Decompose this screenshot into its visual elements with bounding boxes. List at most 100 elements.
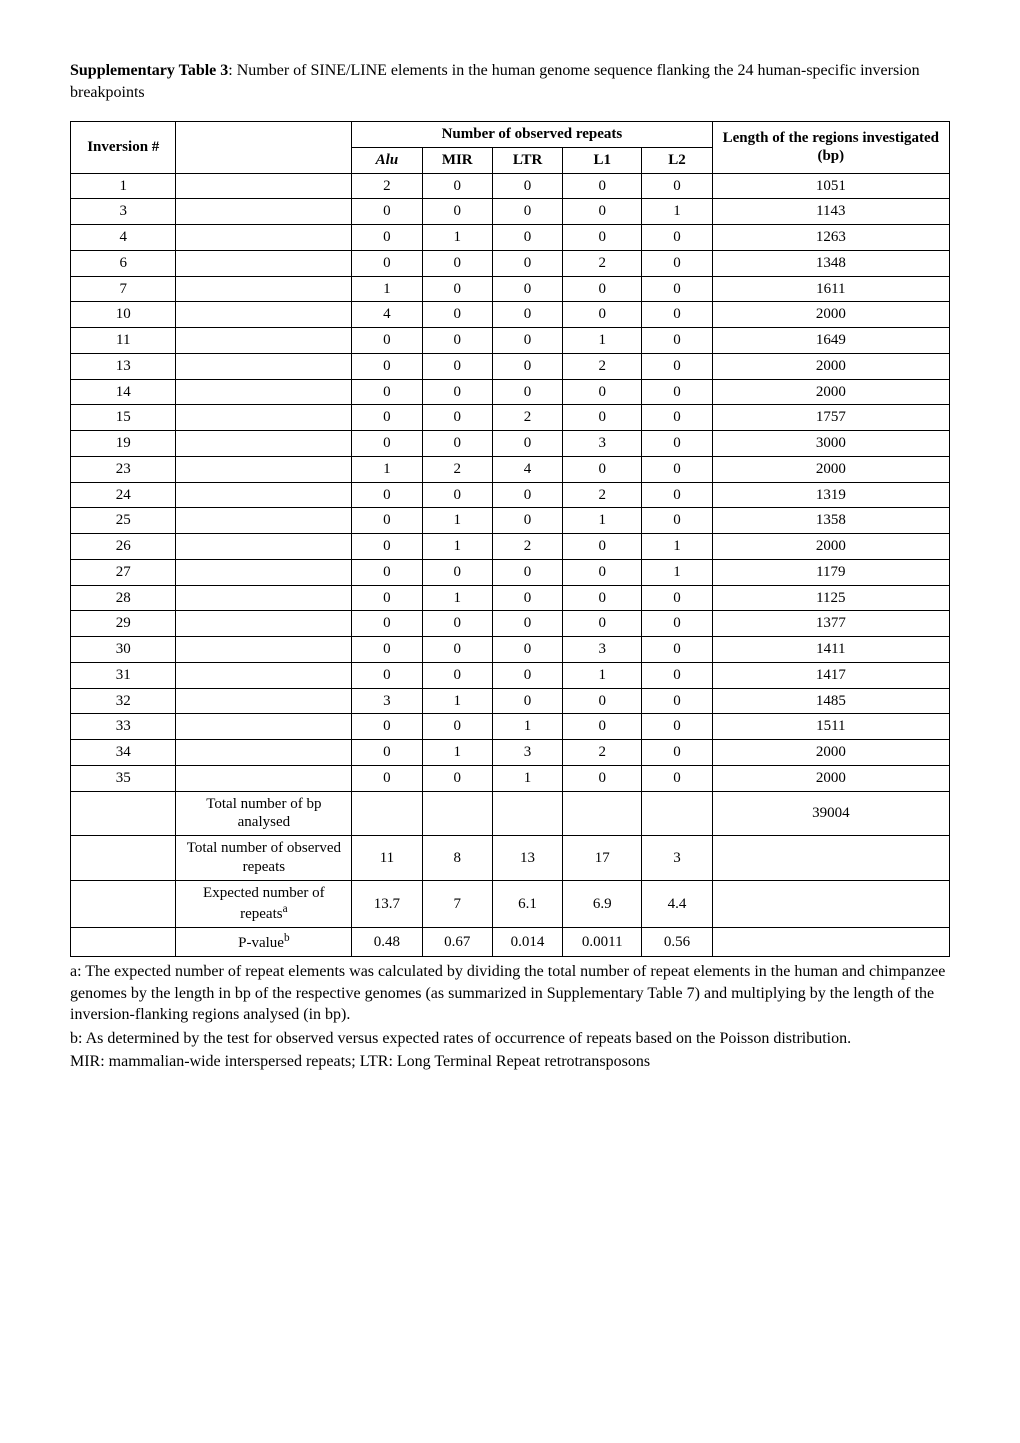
table-cell: Total number of observed repeats	[176, 836, 352, 881]
table-cell: 0	[352, 534, 422, 560]
table-cell: 0	[352, 482, 422, 508]
table-cell	[71, 836, 176, 881]
table-cell: 3	[352, 688, 422, 714]
table-cell: 0	[642, 431, 712, 457]
table-row: 29000001377	[71, 611, 950, 637]
table-cell: 1	[563, 662, 642, 688]
table-cell	[176, 688, 352, 714]
table-cell	[176, 405, 352, 431]
table-cell: 0	[563, 173, 642, 199]
table-cell: 0	[492, 508, 562, 534]
table-cell: 2	[563, 353, 642, 379]
table-cell: 7	[422, 880, 492, 928]
table-cell	[176, 585, 352, 611]
table-cell: 6	[71, 250, 176, 276]
table-cell: 0	[492, 225, 562, 251]
table-cell: 0	[352, 765, 422, 791]
table-cell: 31	[71, 662, 176, 688]
table-cell	[176, 714, 352, 740]
table-cell: 0	[642, 714, 712, 740]
table-cell: 0	[642, 250, 712, 276]
table-cell	[176, 456, 352, 482]
table-row: 35001002000	[71, 765, 950, 791]
table-cell: 2	[492, 405, 562, 431]
table-cell: 2	[492, 534, 562, 560]
table-cell: 0	[422, 276, 492, 302]
table-cell: 0	[422, 714, 492, 740]
table-cell: 1757	[712, 405, 949, 431]
table-cell: 0	[422, 302, 492, 328]
table-cell	[176, 765, 352, 791]
table-cell: 1263	[712, 225, 949, 251]
table-cell: 0	[642, 740, 712, 766]
data-table: Inversion # Number of observed repeats L…	[70, 121, 950, 957]
table-cell: 39004	[712, 791, 949, 836]
table-cell: 23	[71, 456, 176, 482]
table-cell: 0	[422, 405, 492, 431]
table-cell: 24	[71, 482, 176, 508]
table-cell: 1	[422, 585, 492, 611]
table-cell: 0	[642, 482, 712, 508]
table-cell: 0	[422, 250, 492, 276]
table-cell: 0	[492, 173, 562, 199]
table-row: 15002001757	[71, 405, 950, 431]
table-row: 19000303000	[71, 431, 950, 457]
table-cell: 1411	[712, 637, 949, 663]
table-cell: 2	[563, 482, 642, 508]
table-row: 34013202000	[71, 740, 950, 766]
table-cell: 1	[563, 328, 642, 354]
table-cell	[176, 534, 352, 560]
table-cell: 6.1	[492, 880, 562, 928]
table-cell: 17	[563, 836, 642, 881]
header-l1: L1	[563, 147, 642, 173]
table-cell: 0	[563, 765, 642, 791]
table-cell: 1358	[712, 508, 949, 534]
table-cell: 0	[492, 611, 562, 637]
table-cell: 0	[642, 173, 712, 199]
table-cell: 0	[352, 714, 422, 740]
table-cell: 1511	[712, 714, 949, 740]
table-cell	[176, 559, 352, 585]
table-cell	[71, 880, 176, 928]
table-cell	[712, 928, 949, 957]
table-cell: 1	[352, 276, 422, 302]
table-cell: 2	[352, 173, 422, 199]
table-cell: 0	[642, 456, 712, 482]
header-blank	[176, 122, 352, 174]
table-cell: 0	[492, 662, 562, 688]
table-cell: 0	[642, 662, 712, 688]
table-cell: 0.56	[642, 928, 712, 957]
table-cell: 1	[422, 534, 492, 560]
table-cell: 0	[352, 405, 422, 431]
table-cell: 13	[71, 353, 176, 379]
table-cell	[176, 250, 352, 276]
table-cell: 0	[642, 276, 712, 302]
table-cell: 29	[71, 611, 176, 637]
table-cell: 1	[642, 559, 712, 585]
table-cell: 4	[71, 225, 176, 251]
table-cell	[176, 199, 352, 225]
table-cell: 0	[563, 276, 642, 302]
table-cell: 0	[492, 559, 562, 585]
table-cell: 0	[422, 431, 492, 457]
table-cell: 3	[563, 637, 642, 663]
header-length: Length of the regions investigated (bp)	[712, 122, 949, 174]
table-cell: 3	[492, 740, 562, 766]
table-cell: 27	[71, 559, 176, 585]
table-cell: 2000	[712, 740, 949, 766]
table-cell: 0	[563, 405, 642, 431]
table-cell: 1051	[712, 173, 949, 199]
table-cell: 35	[71, 765, 176, 791]
table-cell: 0	[492, 328, 562, 354]
table-cell: 1	[492, 765, 562, 791]
table-cell: 3	[642, 836, 712, 881]
table-row: 6000201348	[71, 250, 950, 276]
table-cell: P-valueb	[176, 928, 352, 957]
table-cell: 0	[563, 611, 642, 637]
table-cell	[176, 508, 352, 534]
header-repeats-group: Number of observed repeats	[352, 122, 712, 148]
table-cell: 1125	[712, 585, 949, 611]
table-caption: Supplementary Table 3: Number of SINE/LI…	[70, 60, 950, 103]
table-row: 24000201319	[71, 482, 950, 508]
table-cell: 1485	[712, 688, 949, 714]
